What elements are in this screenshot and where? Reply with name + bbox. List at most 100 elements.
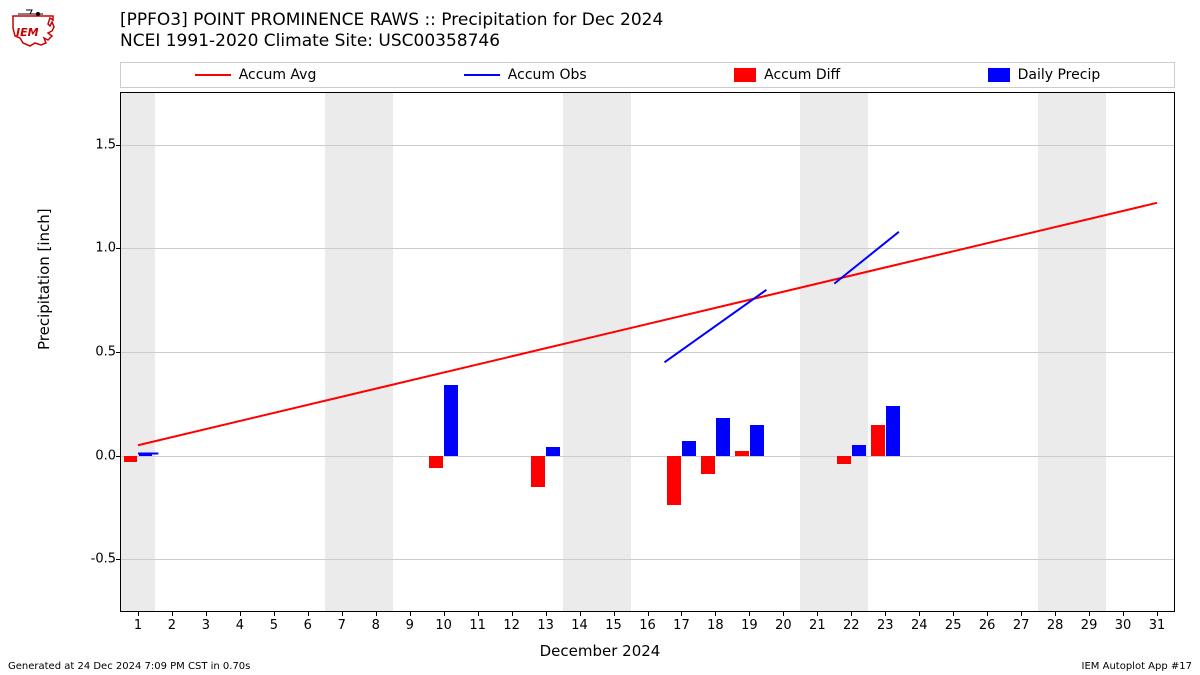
x-tick-mark [919, 611, 920, 616]
legend-label: Daily Precip [1018, 67, 1101, 83]
x-tick-label: 5 [270, 618, 278, 633]
legend-accum-diff: Accum Diff [734, 67, 840, 83]
x-tick-mark [953, 611, 954, 616]
x-tick-label: 10 [435, 618, 452, 633]
x-tick-mark [138, 611, 139, 616]
x-tick-mark [1157, 611, 1158, 616]
daily-precip-bar [139, 454, 153, 456]
chart-title-line1: [PPFO3] POINT PROMINENCE RAWS :: Precipi… [120, 10, 663, 31]
x-tick-mark [614, 611, 615, 616]
x-axis-label: December 2024 [0, 642, 1200, 660]
legend-bar-blue [988, 68, 1010, 82]
daily-precip-bar [682, 441, 696, 456]
accum-diff-bar [124, 456, 138, 462]
daily-precip-bar [886, 406, 900, 456]
legend-label: Accum Diff [764, 67, 840, 83]
x-tick-mark [172, 611, 173, 616]
x-tick-label: 12 [503, 618, 520, 633]
y-tick-mark [116, 456, 121, 457]
x-tick-mark [1021, 611, 1022, 616]
x-tick-label: 7 [338, 618, 346, 633]
x-tick-mark [715, 611, 716, 616]
legend: Accum Avg Accum Obs Accum Diff Daily Pre… [120, 62, 1175, 88]
y-tick-mark [116, 352, 121, 353]
y-tick-label: 1.0 [81, 241, 116, 256]
legend-line-red [195, 74, 231, 76]
x-tick-mark [342, 611, 343, 616]
y-tick-label: 0.5 [81, 345, 116, 360]
x-tick-label: 21 [809, 618, 826, 633]
x-tick-label: 20 [775, 618, 792, 633]
x-tick-mark [376, 611, 377, 616]
x-tick-label: 16 [639, 618, 656, 633]
x-tick-mark [512, 611, 513, 616]
x-tick-mark [749, 611, 750, 616]
x-tick-label: 13 [537, 618, 554, 633]
chart-title-block: [PPFO3] POINT PROMINENCE RAWS :: Precipi… [120, 10, 663, 53]
daily-precip-bar [716, 418, 730, 455]
chart-title-line2: NCEI 1991-2020 Climate Site: USC00358746 [120, 31, 663, 52]
footer-generated: Generated at 24 Dec 2024 7:09 PM CST in … [8, 661, 250, 672]
svg-text:IEM: IEM [16, 26, 39, 39]
legend-accum-avg: Accum Avg [195, 67, 317, 83]
legend-label: Accum Avg [239, 67, 317, 83]
x-tick-label: 30 [1115, 618, 1132, 633]
legend-accum-obs: Accum Obs [464, 67, 587, 83]
daily-precip-bar [750, 425, 764, 456]
x-tick-label: 11 [469, 618, 486, 633]
x-tick-label: 22 [843, 618, 860, 633]
x-tick-label: 31 [1149, 618, 1166, 633]
accum-diff-bar [429, 456, 443, 468]
x-tick-label: 23 [877, 618, 894, 633]
daily-precip-bar [852, 445, 866, 455]
accum-diff-bar [735, 451, 749, 455]
plot-area: -0.50.00.51.01.5123456789101112131415161… [120, 92, 1175, 612]
x-tick-label: 19 [741, 618, 758, 633]
x-tick-label: 2 [168, 618, 176, 633]
y-tick-label: -0.5 [81, 552, 116, 567]
x-tick-mark [1123, 611, 1124, 616]
x-tick-mark [1055, 611, 1056, 616]
daily-precip-bar [444, 385, 458, 455]
x-tick-mark [444, 611, 445, 616]
x-tick-label: 15 [605, 618, 622, 633]
x-tick-mark [240, 611, 241, 616]
legend-label: Accum Obs [508, 67, 587, 83]
x-tick-mark [206, 611, 207, 616]
x-tick-mark [410, 611, 411, 616]
daily-precip-bar [546, 447, 560, 455]
accum-diff-bar [871, 425, 885, 456]
x-tick-label: 17 [673, 618, 690, 633]
x-tick-label: 8 [372, 618, 380, 633]
line-layer [121, 93, 1174, 611]
x-tick-label: 1 [134, 618, 142, 633]
iem-logo: IEM [8, 8, 58, 48]
x-tick-mark [987, 611, 988, 616]
y-tick-mark [116, 248, 121, 249]
x-tick-label: 9 [406, 618, 414, 633]
footer-app: IEM Autoplot App #17 [1082, 661, 1192, 672]
x-tick-label: 26 [979, 618, 996, 633]
x-tick-mark [1089, 611, 1090, 616]
x-tick-label: 14 [571, 618, 588, 633]
y-axis-label: Precipitation [inch] [35, 208, 53, 350]
accum-diff-bar [531, 456, 545, 487]
legend-line-blue [464, 74, 500, 76]
x-tick-mark [580, 611, 581, 616]
x-tick-mark [274, 611, 275, 616]
y-tick-label: 1.5 [81, 137, 116, 152]
x-tick-label: 29 [1081, 618, 1098, 633]
y-tick-label: 0.0 [81, 448, 116, 463]
x-tick-mark [783, 611, 784, 616]
x-tick-label: 24 [911, 618, 928, 633]
x-tick-label: 18 [707, 618, 724, 633]
y-tick-mark [116, 145, 121, 146]
x-tick-label: 25 [945, 618, 962, 633]
x-tick-mark [851, 611, 852, 616]
legend-bar-red [734, 68, 756, 82]
x-tick-mark [648, 611, 649, 616]
x-tick-mark [546, 611, 547, 616]
x-tick-label: 28 [1047, 618, 1064, 633]
x-tick-label: 6 [304, 618, 312, 633]
x-tick-label: 4 [236, 618, 244, 633]
